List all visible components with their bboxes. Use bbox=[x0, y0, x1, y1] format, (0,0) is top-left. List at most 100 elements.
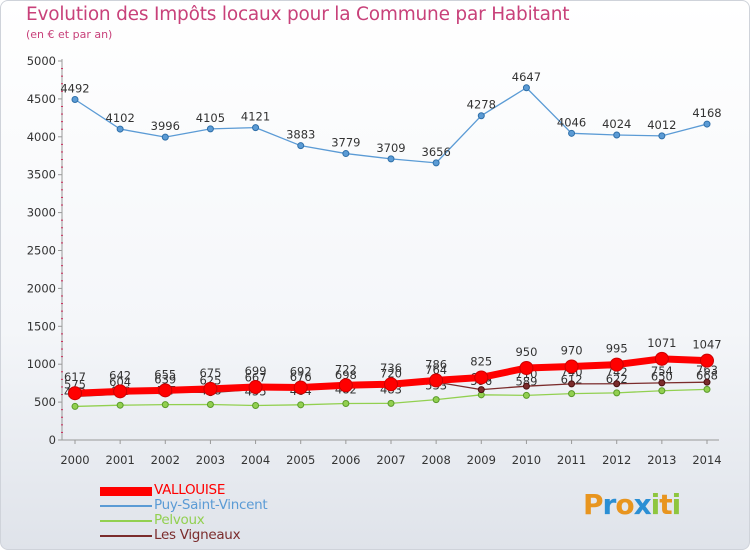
y-tick-label: 5000 bbox=[27, 54, 56, 68]
x-tick-label: 2014 bbox=[692, 453, 721, 467]
y-tick-label: 3500 bbox=[27, 168, 56, 182]
x-tick-label: 2006 bbox=[331, 453, 360, 467]
data-label-vallouise: 642 bbox=[109, 368, 131, 382]
data-label-vallouise: 722 bbox=[335, 362, 357, 376]
data-point-pelvoux bbox=[206, 401, 214, 409]
data-point-vallouise bbox=[203, 381, 218, 396]
legend-item: Les Vigneaux bbox=[100, 527, 340, 544]
data-point-vallouise bbox=[338, 378, 353, 393]
data-point-puy-saint-vincent bbox=[568, 129, 576, 137]
data-point-pelvoux bbox=[522, 391, 530, 399]
data-label-pelvoux: 589 bbox=[515, 374, 537, 388]
data-point-puy-saint-vincent bbox=[71, 96, 79, 104]
legend-item: VALLOUISE bbox=[100, 482, 340, 499]
data-label-vallouise: 950 bbox=[515, 345, 537, 359]
data-point-puy-saint-vincent bbox=[613, 131, 621, 139]
x-tick-label: 2010 bbox=[512, 453, 541, 467]
data-point-les-vigneaux bbox=[703, 378, 711, 386]
data-label-puy-saint-vincent: 4102 bbox=[106, 111, 135, 125]
logo-letter: x bbox=[633, 488, 652, 521]
data-label-vallouise: 995 bbox=[606, 342, 628, 356]
data-point-pelvoux bbox=[703, 385, 711, 393]
data-label-pelvoux: 622 bbox=[606, 372, 628, 386]
data-label-vallouise: 970 bbox=[561, 343, 583, 357]
legend-label: Puy-Saint-Vincent bbox=[154, 497, 268, 513]
data-label-les-vigneaux: 575 bbox=[64, 377, 86, 391]
data-label-vallouise: 692 bbox=[290, 365, 312, 379]
data-label-les-vigneaux: 676 bbox=[290, 370, 312, 384]
legend-label: Pelvoux bbox=[154, 512, 205, 528]
legend-item: Puy-Saint-Vincent bbox=[100, 497, 340, 514]
data-label-les-vigneaux: 764 bbox=[425, 363, 447, 377]
data-point-les-vigneaux bbox=[522, 382, 530, 390]
data-point-puy-saint-vincent bbox=[658, 132, 666, 140]
data-point-les-vigneaux bbox=[613, 380, 621, 388]
x-tick-label: 2013 bbox=[647, 453, 676, 467]
data-point-vallouise bbox=[158, 383, 173, 398]
data-point-pelvoux bbox=[387, 399, 395, 407]
data-point-puy-saint-vincent bbox=[252, 124, 260, 132]
y-tick-label: 1000 bbox=[27, 357, 56, 371]
data-point-puy-saint-vincent bbox=[522, 84, 530, 92]
data-label-puy-saint-vincent: 4278 bbox=[467, 98, 496, 112]
logo-letter: P bbox=[583, 488, 604, 521]
logo-letter: i bbox=[650, 488, 661, 521]
data-label-les-vigneaux: 754 bbox=[651, 364, 673, 378]
data-point-vallouise bbox=[429, 373, 444, 388]
data-point-pelvoux bbox=[116, 401, 124, 409]
data-label-vallouise: 736 bbox=[380, 361, 402, 375]
legend-item: Pelvoux bbox=[100, 512, 340, 529]
data-point-pelvoux bbox=[432, 396, 440, 404]
x-tick-label: 2001 bbox=[106, 453, 135, 467]
data-label-les-vigneaux: 763 bbox=[696, 363, 718, 377]
data-label-puy-saint-vincent: 4046 bbox=[557, 115, 586, 129]
legend-swatch bbox=[100, 505, 152, 507]
data-point-vallouise bbox=[564, 359, 579, 374]
y-tick-label: 500 bbox=[34, 395, 56, 409]
data-label-puy-saint-vincent: 4105 bbox=[196, 111, 225, 125]
logo-letter: o bbox=[615, 488, 634, 521]
data-label-les-vigneaux: 667 bbox=[245, 370, 267, 384]
data-point-pelvoux bbox=[568, 390, 576, 398]
data-label-vallouise: 825 bbox=[470, 354, 492, 368]
data-point-pelvoux bbox=[252, 402, 260, 410]
data-label-puy-saint-vincent: 4121 bbox=[241, 110, 270, 124]
data-point-vallouise bbox=[654, 351, 669, 366]
data-label-vallouise: 786 bbox=[425, 357, 447, 371]
data-point-pelvoux bbox=[71, 402, 79, 410]
legend-label: VALLOUISE bbox=[154, 482, 226, 498]
x-tick-label: 2003 bbox=[196, 453, 225, 467]
data-label-puy-saint-vincent: 3883 bbox=[286, 128, 315, 142]
data-label-puy-saint-vincent: 4024 bbox=[602, 117, 631, 131]
data-point-pelvoux bbox=[342, 399, 350, 407]
data-point-vallouise bbox=[293, 380, 308, 395]
data-label-puy-saint-vincent: 3779 bbox=[331, 136, 360, 150]
x-tick-label: 2007 bbox=[376, 453, 405, 467]
data-label-puy-saint-vincent: 3709 bbox=[376, 141, 405, 155]
data-point-puy-saint-vincent bbox=[387, 155, 395, 163]
data-label-puy-saint-vincent: 3656 bbox=[422, 145, 451, 159]
data-point-pelvoux bbox=[161, 401, 169, 409]
data-point-vallouise bbox=[384, 377, 398, 392]
data-label-les-vigneaux: 604 bbox=[109, 375, 131, 389]
logo-letter: t bbox=[659, 488, 672, 521]
data-label-puy-saint-vincent: 4168 bbox=[692, 106, 721, 120]
data-label-les-vigneaux: 639 bbox=[154, 373, 176, 387]
data-point-vallouise bbox=[609, 357, 624, 372]
data-point-puy-saint-vincent bbox=[703, 120, 711, 128]
data-point-puy-saint-vincent bbox=[477, 112, 485, 120]
x-tick-label: 2005 bbox=[286, 453, 315, 467]
legend-label: Les Vigneaux bbox=[154, 527, 241, 543]
data-label-vallouise: 675 bbox=[199, 366, 221, 380]
data-label-vallouise: 655 bbox=[154, 367, 176, 381]
x-tick-label: 2002 bbox=[151, 453, 180, 467]
data-point-vallouise bbox=[474, 370, 489, 385]
data-point-les-vigneaux bbox=[477, 386, 485, 394]
legend-swatch bbox=[100, 520, 152, 522]
x-tick-label: 2009 bbox=[467, 453, 496, 467]
y-tick-label: 4500 bbox=[27, 92, 56, 106]
proxiti-logo: Proxiti bbox=[583, 488, 681, 521]
data-point-pelvoux bbox=[613, 389, 621, 397]
legend-swatch bbox=[100, 486, 152, 496]
